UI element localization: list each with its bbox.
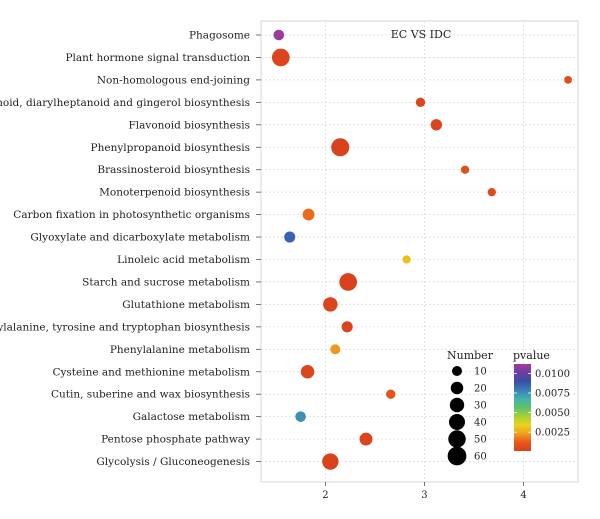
y-tick-label: Linoleic acid metabolism bbox=[117, 254, 250, 266]
y-tick-label: Phenylalanine, tyrosine and tryptophan b… bbox=[0, 321, 250, 333]
data-point bbox=[330, 344, 341, 355]
size-legend-label: 40 bbox=[474, 418, 487, 429]
y-tick-label: Phenylalanine metabolism bbox=[110, 344, 250, 356]
data-point bbox=[564, 76, 572, 84]
data-point bbox=[295, 411, 306, 422]
y-tick-label: Phenylpropanoid biosynthesis bbox=[91, 142, 250, 154]
color-legend-title: pvalue bbox=[513, 349, 550, 362]
data-point bbox=[322, 453, 339, 470]
y-tick-label: Carbon fixation in photosynthetic organi… bbox=[13, 209, 250, 221]
color-tick-label: 0.0050 bbox=[535, 408, 570, 419]
y-tick-label: Starch and sucrose metabolism bbox=[82, 276, 250, 288]
data-point bbox=[339, 273, 358, 291]
size-legend-dot bbox=[449, 397, 465, 413]
y-tick-label: Flavonoid biosynthesis bbox=[129, 119, 250, 131]
color-tick-label: 0.0100 bbox=[535, 369, 570, 380]
y-tick-label: Glyoxylate and dicarboxylate metabolism bbox=[30, 232, 250, 244]
y-tick-label: Cutin, suberine and wax biosynthesis bbox=[51, 389, 250, 401]
y-tick-label: Glutathione metabolism bbox=[122, 299, 250, 311]
data-point bbox=[331, 138, 350, 157]
data-point bbox=[359, 432, 373, 446]
y-tick-label: Glycolysis / Gluconeogenesis bbox=[96, 456, 250, 468]
y-tick-label: Galactose metabolism bbox=[133, 411, 250, 423]
data-points bbox=[271, 29, 572, 470]
y-tick-label: Brassinosteroid biosynthesis bbox=[97, 164, 250, 176]
data-point bbox=[415, 97, 426, 108]
data-point bbox=[302, 208, 315, 221]
color-legend: pvalue 0.0100 0.0075 0.0050 0.0025 bbox=[513, 349, 570, 451]
data-point bbox=[460, 165, 470, 174]
size-legend-dot bbox=[448, 413, 466, 431]
y-tick-label: Monoterpenoid biosynthesis bbox=[99, 187, 250, 199]
y-tick-label: Phagosome bbox=[189, 30, 250, 42]
x-tick-label: 3 bbox=[421, 490, 427, 501]
data-point bbox=[386, 389, 396, 399]
size-legend-label: 50 bbox=[474, 435, 487, 446]
size-legend-label: 60 bbox=[474, 452, 487, 463]
size-legend-dot bbox=[451, 365, 463, 377]
size-legend-dot bbox=[448, 430, 466, 448]
y-axis-labels: Phagosome Plant hormone signal transducti… bbox=[0, 30, 261, 468]
data-point bbox=[273, 29, 285, 41]
color-tick-label: 0.0025 bbox=[535, 428, 570, 439]
data-point bbox=[402, 255, 411, 264]
chart-title: EC VS IDC bbox=[391, 28, 452, 41]
color-bar bbox=[514, 364, 531, 451]
size-legend-label: 20 bbox=[474, 384, 487, 395]
y-tick-label: Plant hormone signal transduction bbox=[65, 52, 250, 64]
x-tick-label: 2 bbox=[322, 490, 328, 501]
data-point bbox=[487, 188, 496, 197]
y-tick-label: Non-homologous end-joining bbox=[97, 74, 250, 86]
x-axis-ticks: 2 3 4 bbox=[322, 482, 527, 501]
size-legend: Number 10 20 30 40 50 60 bbox=[447, 349, 494, 466]
size-legend-dot bbox=[447, 446, 467, 466]
data-point bbox=[323, 297, 338, 312]
y-tick-label: Stilbenoid, diarylheptanoid and gingerol… bbox=[0, 97, 250, 109]
data-point bbox=[341, 321, 353, 333]
color-tick-label: 0.0075 bbox=[535, 389, 570, 400]
size-legend-title: Number bbox=[447, 349, 494, 362]
size-legend-dot bbox=[450, 381, 464, 395]
data-point bbox=[271, 48, 290, 67]
data-point bbox=[430, 119, 443, 131]
size-legend-label: 10 bbox=[474, 367, 487, 378]
size-legend-label: 30 bbox=[474, 401, 487, 412]
y-tick-label: Cysteine and methionine metabolism bbox=[52, 366, 250, 378]
data-point bbox=[284, 231, 296, 243]
y-tick-label: Pentose phosphate pathway bbox=[101, 434, 250, 446]
x-tick-label: 4 bbox=[520, 490, 526, 501]
data-point bbox=[300, 365, 315, 379]
